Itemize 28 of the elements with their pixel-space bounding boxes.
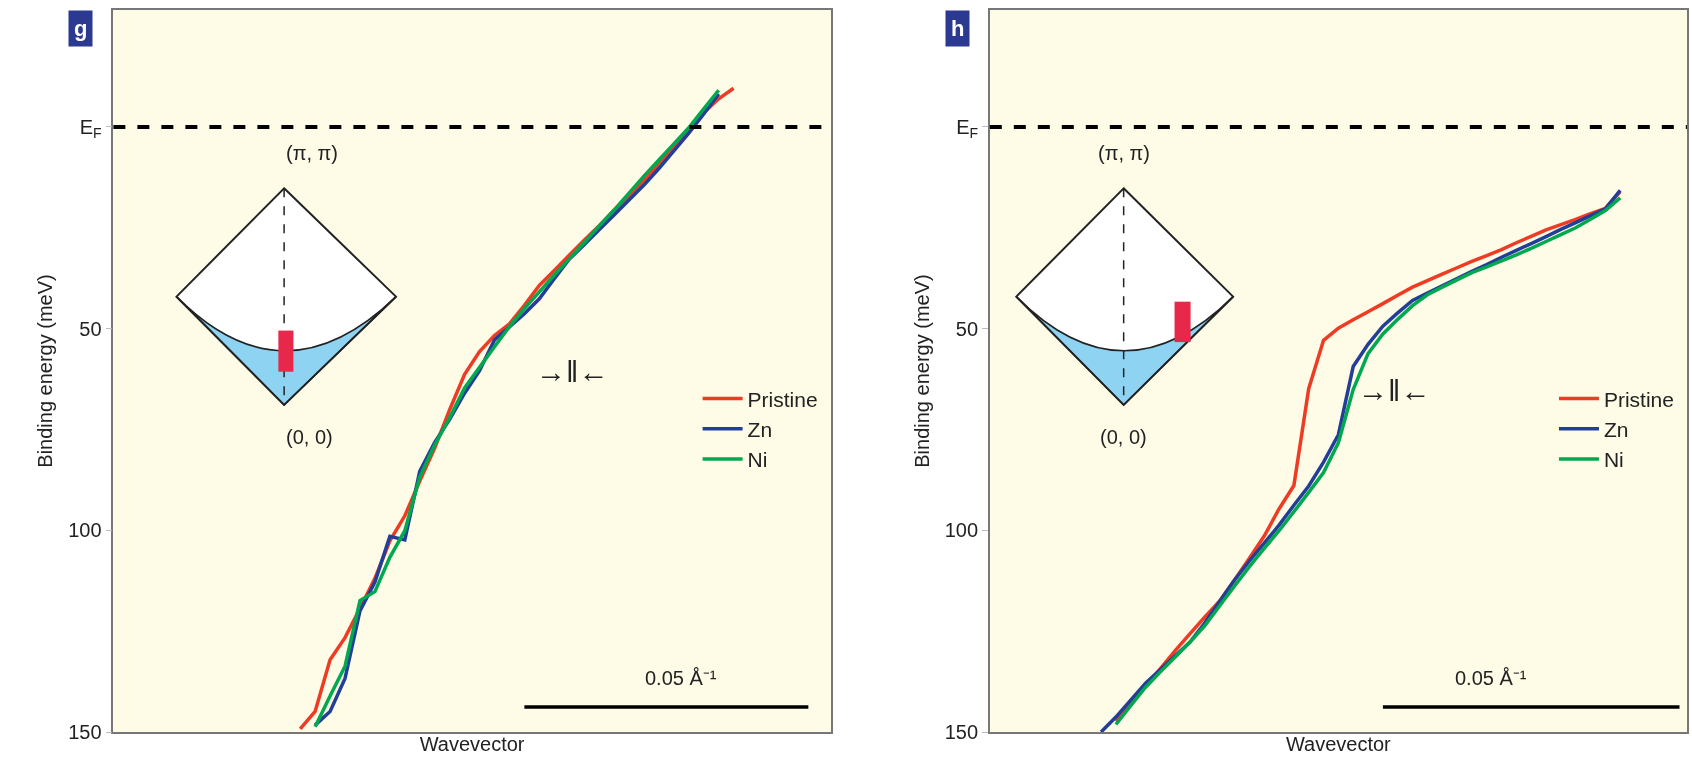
legend-label: Pristine [747,387,818,411]
legend-label: Zn [747,417,773,441]
legend-label: Zn [1603,417,1629,441]
annotation: (0, 0) [1100,426,1147,448]
y-tick-label: 50 [955,317,979,340]
y-axis-title: Binding energy (meV) [910,274,933,468]
y-axis-title: Binding energy (meV) [34,274,57,468]
y-tick-label: 100 [944,519,979,542]
x-axis-title: Wavevector [419,732,525,755]
x-axis-title: Wavevector [1285,732,1392,755]
y-tick-label: E$_{F}$ [956,115,979,142]
annotation: →‖← [1358,374,1431,407]
legend-label: Pristine [1603,387,1674,411]
annotation: (π, π) [286,142,339,164]
y-tick-label: 100 [68,519,102,542]
annotation: 0.05 Å⁻¹ [645,667,717,689]
y-tick-label: 150 [944,721,979,743]
legend-label: Ni [747,448,768,472]
annotation: →‖← [536,355,609,388]
chart-title: h [951,16,965,41]
annotation: (0, 0) [286,426,333,448]
chart-title: g [74,16,88,41]
annotation: (π, π) [1098,142,1151,164]
annotation: 0.05 Å⁻¹ [1455,667,1527,689]
y-tick-label: 150 [68,721,102,743]
y-tick-label: 50 [79,317,102,340]
legend-label: Ni [1603,448,1624,472]
y-tick-label: E$_{F}$ [79,115,102,142]
